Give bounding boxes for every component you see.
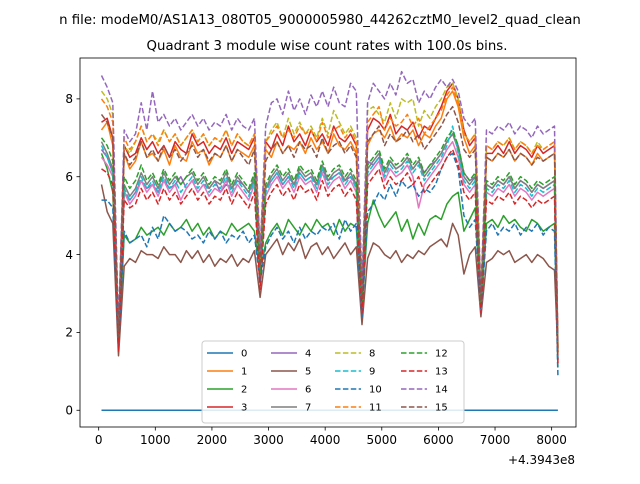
legend-label-11: 11 xyxy=(369,403,382,414)
x-tick-label: 1000 xyxy=(140,433,171,447)
legend-label-9: 9 xyxy=(369,367,375,378)
x-tick-label: 3000 xyxy=(253,433,284,447)
series-line-13 xyxy=(101,148,559,364)
x-offset-label: +4.3943e8 xyxy=(508,453,575,467)
y-tick-label: 0 xyxy=(65,404,73,418)
legend-frame xyxy=(201,340,465,424)
legend-label-7: 7 xyxy=(305,403,311,414)
legend-label-8: 8 xyxy=(369,349,375,360)
legend-label-0: 0 xyxy=(241,349,247,360)
chart-title: Quadrant 3 module wise count rates with … xyxy=(147,39,508,54)
x-tick-label: 0 xyxy=(95,433,103,447)
axes: 0 1000 2000 3000 4000 5000 6000 7000 8000 0 2 4 6 8 xyxy=(65,57,577,447)
legend-label-4: 4 xyxy=(305,349,311,360)
axes-frame xyxy=(79,57,577,428)
x-tick-label: 6000 xyxy=(423,433,454,447)
legend-label-14: 14 xyxy=(435,385,448,396)
legend-label-2: 2 xyxy=(241,385,247,396)
series-line-4 xyxy=(100,133,559,360)
legend-label-6: 6 xyxy=(305,385,311,396)
legend-label-13: 13 xyxy=(435,367,448,378)
legend-label-12: 12 xyxy=(435,349,448,360)
y-tick-label: 4 xyxy=(65,248,73,262)
chart-suptitle: n file: modeM0/AS1A13_080T05_9000005980_… xyxy=(59,13,581,28)
legend-label-5: 5 xyxy=(305,367,311,378)
x-tick-label: 2000 xyxy=(197,433,228,447)
x-tick-label: 5000 xyxy=(367,433,398,447)
series-line-8 xyxy=(100,82,559,349)
x-tick-label: 7000 xyxy=(480,433,511,447)
series-line-15 xyxy=(100,105,559,352)
legend-label-10: 10 xyxy=(369,385,382,396)
x-tick-label: 8000 xyxy=(536,433,567,447)
x-tick-label: 4000 xyxy=(310,433,341,447)
series-line-5 xyxy=(100,184,559,357)
legend-label-1: 1 xyxy=(241,367,247,378)
y-tick-label: 8 xyxy=(65,92,73,106)
series-line-7 xyxy=(100,133,559,360)
plot-area xyxy=(100,70,559,412)
y-tick-label: 6 xyxy=(65,170,73,184)
series-line-14 xyxy=(100,70,559,345)
series-line-10 xyxy=(101,152,559,376)
legend-label-15: 15 xyxy=(435,403,448,414)
series-line-3 xyxy=(101,82,559,349)
legend-label-3: 3 xyxy=(241,403,247,414)
y-tick-label: 2 xyxy=(65,326,73,340)
